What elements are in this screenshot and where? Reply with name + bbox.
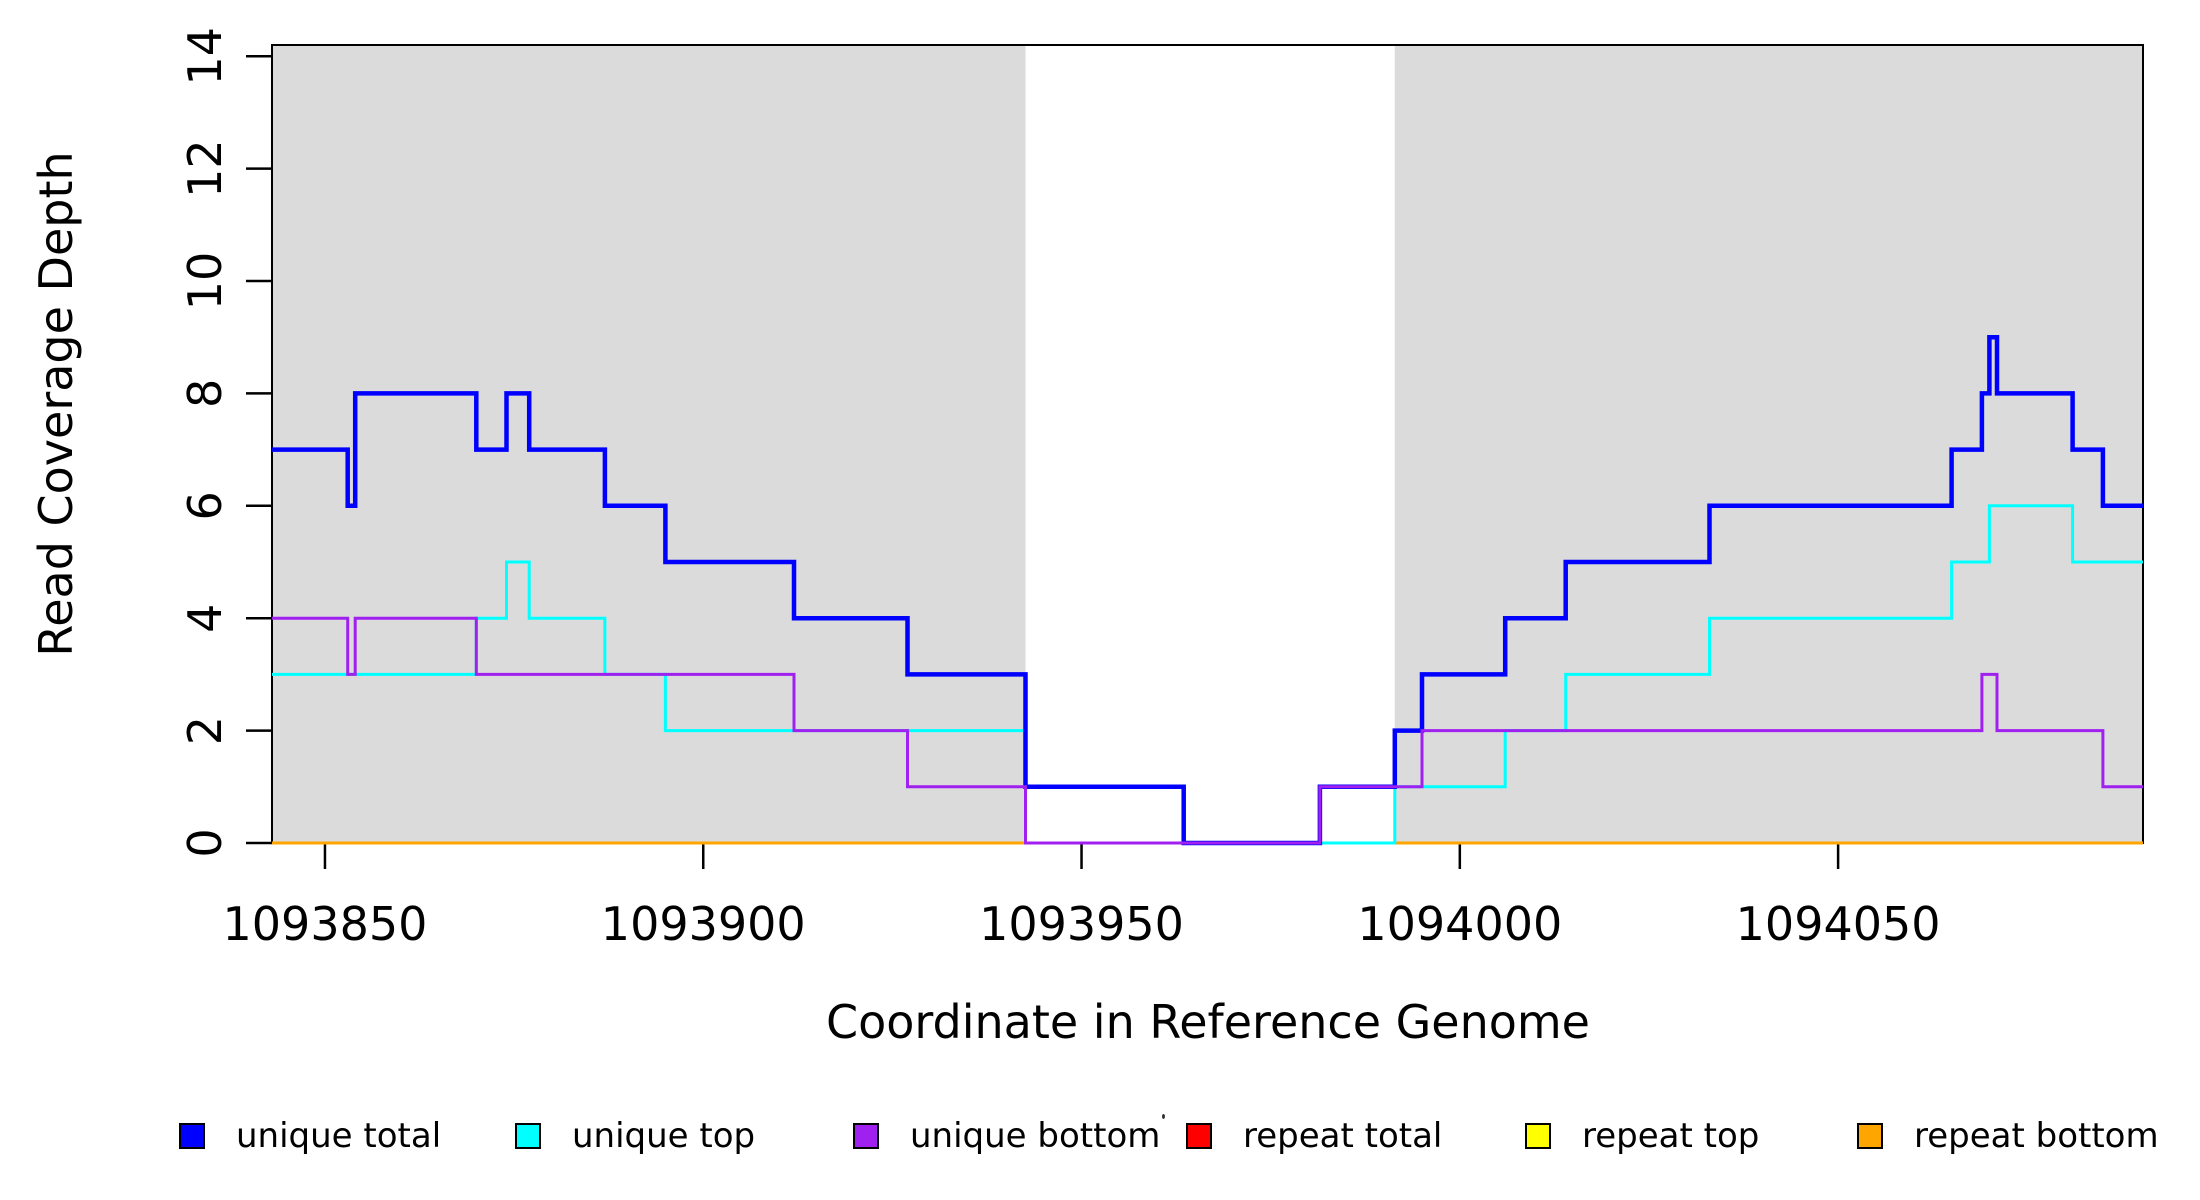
legend-label: unique top: [572, 1116, 756, 1156]
y-tick-label: 4: [178, 604, 232, 633]
legend-item-repeat-top: repeat top: [1525, 1116, 1760, 1156]
legend-label: unique total: [236, 1116, 442, 1156]
series-line-unique-bottom: [272, 616, 2143, 845]
axis-ticks-layer: 0 2 4 6 8 10 12 14 1093850 1093900 1093950 1094000 1…: [178, 27, 1941, 951]
y-tick-label: 8: [178, 379, 232, 408]
unique-total-swatch-icon: [179, 1123, 205, 1149]
unique-top-swatch-icon: [515, 1123, 541, 1149]
x-axis-title: Coordinate in Reference Genome: [826, 995, 1590, 1049]
legend-item-unique-bottom: unique bottom: [853, 1116, 1161, 1156]
y-axis-title: Read Coverage Depth: [29, 151, 83, 656]
x-tick-label: 1093900: [601, 897, 806, 951]
legend: unique total unique top unique bottom re…: [0, 1116, 2200, 1160]
legend-item-unique-total: unique total: [179, 1116, 442, 1156]
legend-label: repeat top: [1582, 1116, 1760, 1156]
shaded-region: [272, 45, 1026, 843]
stray-dot: [1162, 1114, 1165, 1119]
y-tick-label: 14: [178, 27, 232, 86]
legend-item-repeat-bottom: repeat bottom: [1857, 1116, 2159, 1156]
series-lines-layer: [272, 334, 2143, 846]
y-tick-label: 12: [178, 139, 232, 198]
shaded-region: [1394, 45, 2143, 843]
y-tick-label: 2: [178, 716, 232, 745]
x-tick-label: 1093850: [223, 897, 428, 951]
legend-item-unique-top: unique top: [515, 1116, 756, 1156]
repeat-top-swatch-icon: [1525, 1123, 1551, 1149]
legend-label: repeat bottom: [1914, 1116, 2159, 1156]
repeat-bottom-swatch-icon: [1857, 1123, 1883, 1149]
y-tick-label: 0: [178, 828, 232, 857]
y-tick-label: 6: [178, 491, 232, 520]
repeat-total-swatch-icon: [1186, 1123, 1212, 1149]
legend-label: unique bottom: [910, 1116, 1161, 1156]
legend-label: repeat total: [1243, 1116, 1443, 1156]
x-tick-label: 1094050: [1736, 897, 1941, 951]
x-tick-label: 1093950: [979, 897, 1184, 951]
unique-bottom-swatch-icon: [853, 1123, 879, 1149]
shaded-regions-layer: [272, 45, 2143, 843]
legend-item-repeat-total: repeat total: [1186, 1116, 1443, 1156]
x-tick-label: 1094000: [1357, 897, 1562, 951]
y-tick-label: 10: [178, 252, 232, 311]
